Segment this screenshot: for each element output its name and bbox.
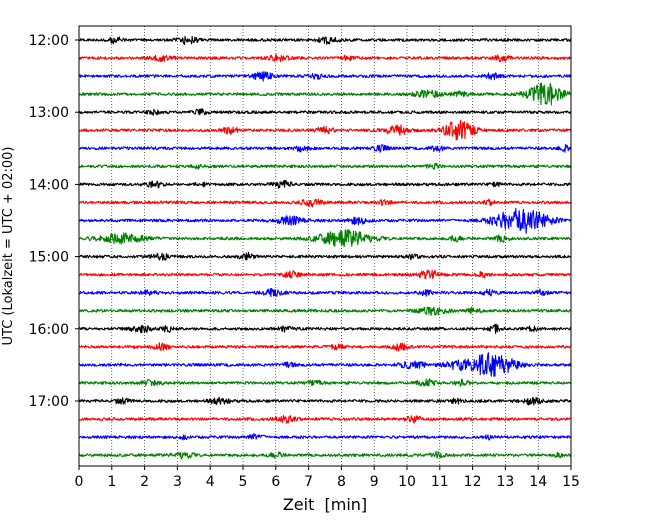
x-tick-label: 3 <box>173 474 182 490</box>
seismogram-trace <box>78 450 572 460</box>
x-tick-label: 8 <box>337 474 346 490</box>
seismogram-trace <box>78 378 572 387</box>
seismogram-trace <box>78 207 572 234</box>
seismogram-trace <box>78 71 572 82</box>
y-axis-title: UTC (Lokalzeit = UTC + 02:00) <box>1 147 16 346</box>
seismogram-trace <box>78 342 572 352</box>
seismogram-trace <box>78 35 572 46</box>
x-tick-label: 10 <box>398 474 416 490</box>
x-tick-label: 4 <box>206 474 215 490</box>
y-ticks: 12:00 13:00 14:00 15:00 16:00 17:00 <box>29 33 79 410</box>
seismogram-trace <box>78 352 572 377</box>
seismogram-trace <box>78 82 572 106</box>
x-tick-label: 0 <box>75 474 84 490</box>
seismogram-trace <box>78 54 572 63</box>
seismogram-trace <box>78 414 572 424</box>
x-tick-label: 5 <box>239 474 248 490</box>
x-tick-label: 14 <box>529 474 547 490</box>
seismogram-trace <box>78 306 572 316</box>
x-tick-label: 9 <box>370 474 379 490</box>
y-tick-label: 17:00 <box>29 394 69 410</box>
y-tick-label: 15:00 <box>29 250 69 266</box>
y-tick-label: 12:00 <box>29 33 69 49</box>
trace-group <box>78 35 572 460</box>
seismogram-trace <box>78 229 572 248</box>
seismogram-trace <box>78 323 572 335</box>
x-ticks: 0 1 2 3 4 5 6 7 8 9 10 11 12 13 14 15 <box>75 466 580 490</box>
seismogram-trace <box>78 179 572 189</box>
seismogram-trace <box>78 287 572 298</box>
seismogram-trace <box>78 432 572 441</box>
seismogram-trace <box>78 119 572 141</box>
x-tick-label: 15 <box>562 474 580 490</box>
seismogram-trace <box>78 108 572 116</box>
plot-frame <box>78 25 572 467</box>
x-tick-label: 1 <box>107 474 116 490</box>
x-tick-label: 2 <box>140 474 149 490</box>
y-tick-label: 14:00 <box>29 177 69 193</box>
y-tick-label: 16:00 <box>29 322 69 338</box>
x-tick-label: 11 <box>431 474 449 490</box>
seismogram-trace <box>78 396 572 406</box>
x-axis-title: Zeit [min] <box>283 495 367 514</box>
x-tick-label: 6 <box>271 474 280 490</box>
x-tick-label: 7 <box>304 474 313 490</box>
seismogram-trace <box>78 143 572 153</box>
seismogram-trace <box>78 251 572 261</box>
y-tick-label: 13:00 <box>29 105 69 121</box>
x-tick-label: 12 <box>464 474 482 490</box>
seismogram-trace <box>78 162 572 170</box>
x-tick-label: 13 <box>496 474 514 490</box>
grid-lines <box>111 26 539 466</box>
seismogram-trace <box>78 198 572 208</box>
seismogram-trace <box>78 269 572 280</box>
